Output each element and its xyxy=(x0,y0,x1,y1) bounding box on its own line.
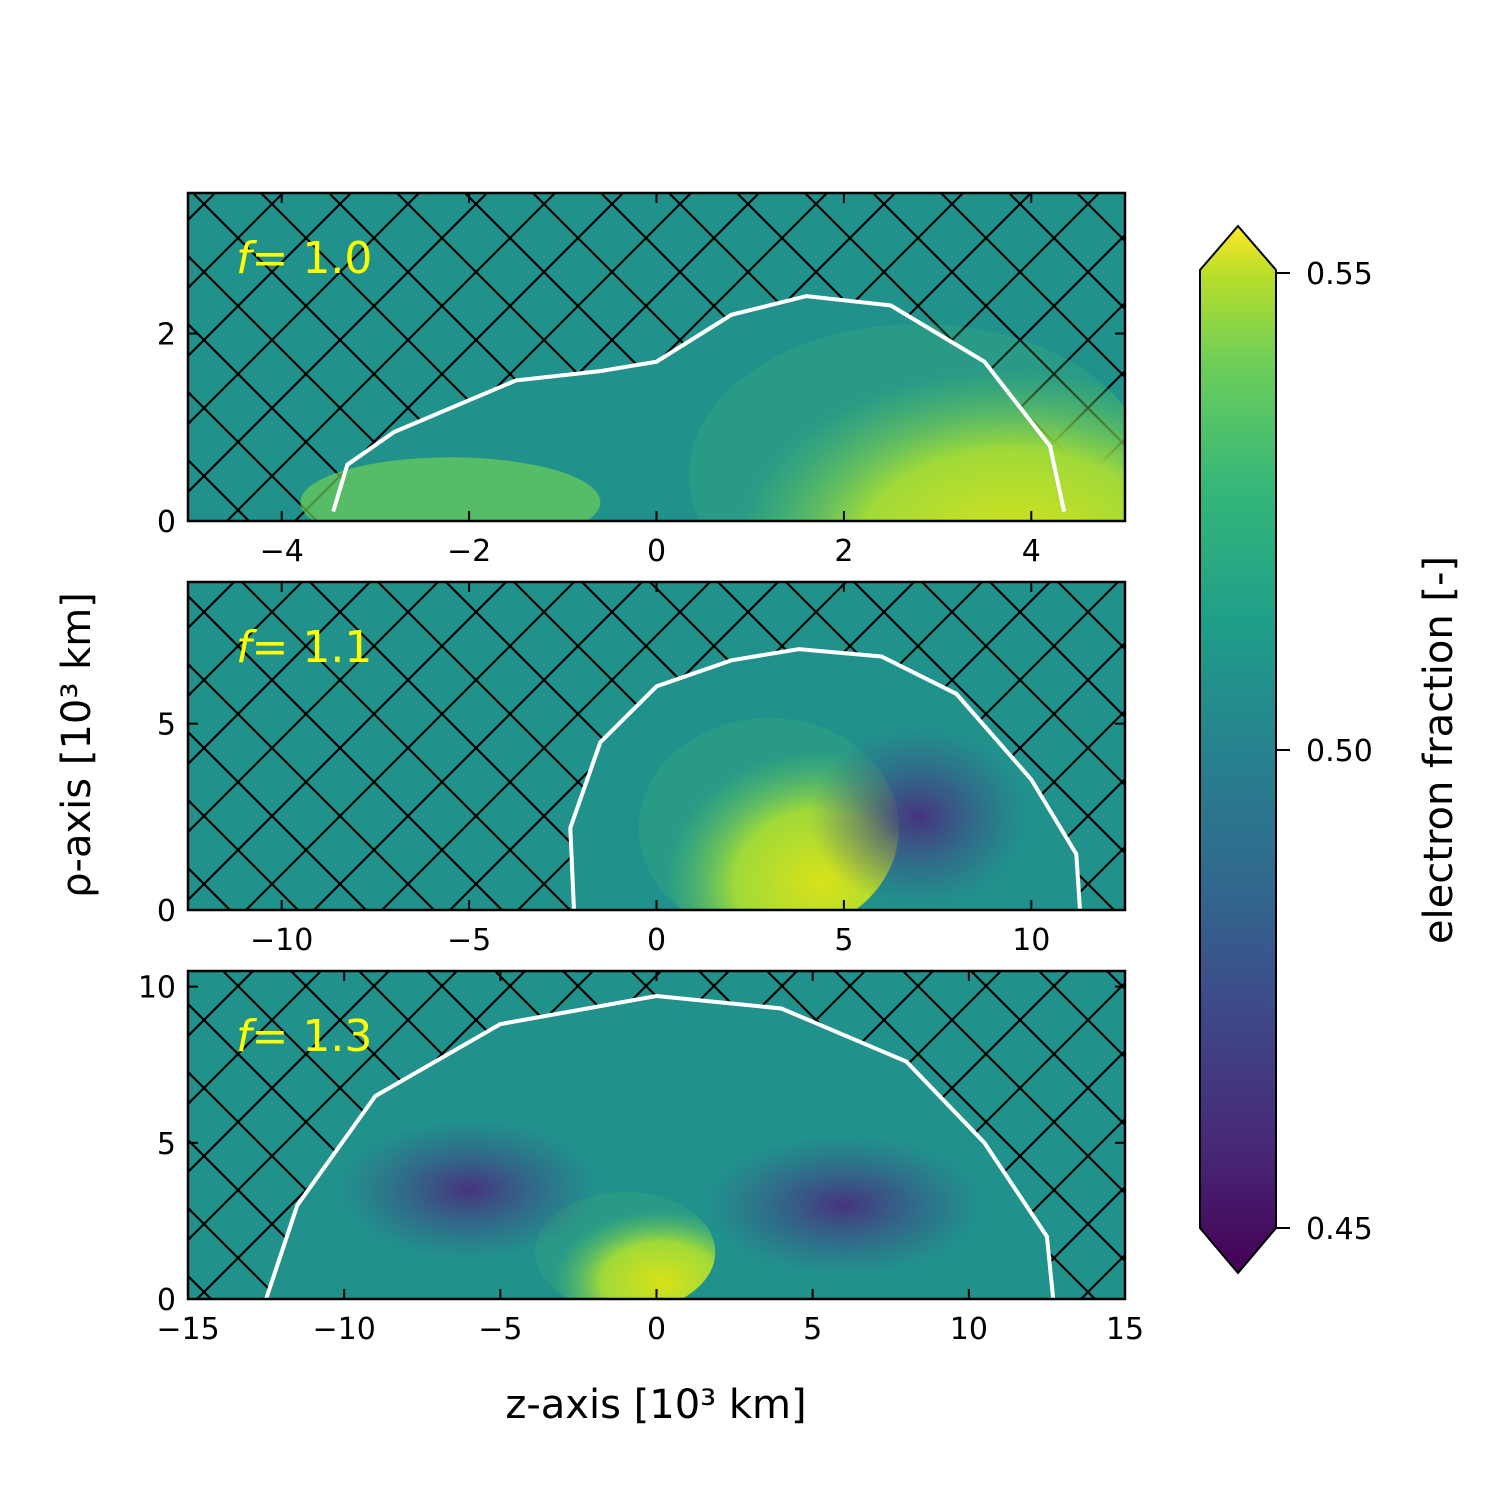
panel-label-value: = 1.1 xyxy=(252,622,373,673)
y-tick-label: 0 xyxy=(157,1283,176,1318)
x-tick-label: 10 xyxy=(950,1312,988,1347)
ejecta-left xyxy=(300,457,601,521)
y-tick-label: 5 xyxy=(157,1127,176,1162)
x-tick-label: −2 xyxy=(447,534,491,569)
x-tick-label: 2 xyxy=(834,534,853,569)
colorbar-body xyxy=(1199,224,1277,1275)
panel-f-1-3: −15 −10 −5 0 5 10 15 0 5 10 f= 1.3 xyxy=(138,969,1144,1347)
y-tick-label: 0 xyxy=(157,505,176,540)
shock-front-contour xyxy=(331,294,1067,513)
colorbar-tick-label-bottom: 0.45 xyxy=(1306,1212,1373,1247)
low-ye-plume xyxy=(808,726,1029,907)
y-tick-label: 0 xyxy=(157,894,176,929)
colorbar-label: electron fraction [-] xyxy=(1416,556,1462,944)
y-tick-label: 2 xyxy=(157,318,176,353)
y-axis-label: ρ-axis [10³ km] xyxy=(54,592,100,898)
x-tick-label: 0 xyxy=(647,534,666,569)
x-tick-label: −4 xyxy=(260,534,304,569)
x-tick-label: 10 xyxy=(1012,923,1050,958)
panel-plot-area xyxy=(188,582,1125,910)
panel-plot-area xyxy=(188,971,1125,1299)
x-tick-label: 0 xyxy=(647,1312,666,1347)
panel-label: f= 1.0 xyxy=(236,233,372,284)
x-tick-label: −5 xyxy=(447,923,491,958)
x-tick-label: −10 xyxy=(250,923,313,958)
x-tick-label: −10 xyxy=(313,1312,376,1347)
y-tick-label: 5 xyxy=(157,708,176,743)
colorbar: 0.55 0.50 0.45 electron fraction [-] xyxy=(1199,224,1462,1275)
low-ye-plume-right xyxy=(703,1135,984,1276)
shock-front-contour xyxy=(264,993,1056,1299)
panel-label: f= 1.1 xyxy=(236,622,372,673)
x-tick-label: −15 xyxy=(156,1312,219,1347)
panel-plot-area xyxy=(188,193,1125,521)
x-axis-label: z-axis [10³ km] xyxy=(505,1382,806,1428)
y-tick-label: 10 xyxy=(138,971,176,1006)
shock-front-contour xyxy=(568,647,1082,910)
x-tick-label: −5 xyxy=(478,1312,522,1347)
panel-f-1-1: −10 −5 0 5 10 0 5 f= 1.1 xyxy=(157,580,1127,958)
x-tick-label: 4 xyxy=(1022,534,1041,569)
panel-label: f= 1.3 xyxy=(236,1011,372,1062)
panel-label-value: = 1.3 xyxy=(252,1011,373,1062)
x-tick-label: 5 xyxy=(803,1312,822,1347)
colorbar-tick-label-top: 0.55 xyxy=(1306,257,1373,292)
high-ye-plume xyxy=(688,324,1125,521)
panel-f-1-0: −4 −2 0 2 4 0 2 f= 1.0 xyxy=(157,191,1127,569)
x-tick-label: 0 xyxy=(647,923,666,958)
colorbar-tick-label-mid: 0.50 xyxy=(1306,734,1373,769)
low-ye-plume-left xyxy=(339,1119,600,1260)
panel-label-value: = 1.0 xyxy=(252,233,373,284)
x-tick-label: 5 xyxy=(834,923,853,958)
x-tick-label: 15 xyxy=(1106,1312,1144,1347)
